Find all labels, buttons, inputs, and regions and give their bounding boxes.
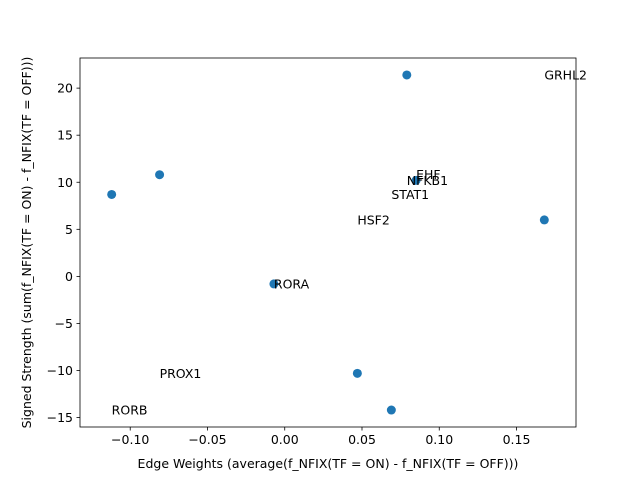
data-point-6	[411, 175, 421, 185]
point-annotation: RORA	[274, 276, 310, 291]
point-annotation: STAT1	[391, 187, 429, 202]
data-point-5	[402, 70, 412, 80]
x-axis-ticks: −0.10 −0.05 0.00 0.05 0.10 0.15	[111, 427, 530, 447]
point-annotation: GRHL2	[544, 67, 587, 82]
y-tick-label: −15	[47, 410, 73, 425]
data-point-0	[107, 189, 117, 199]
y-tick-label: −5	[55, 316, 73, 331]
point-annotation: RORB	[112, 403, 148, 418]
point-annotation: HSF2	[357, 212, 389, 227]
x-tick-label: 0.00	[271, 432, 299, 447]
data-point-4	[386, 405, 396, 415]
point-annotation: NFKB1	[407, 173, 448, 188]
data-point-3	[352, 368, 362, 378]
y-tick-label: −10	[47, 363, 73, 378]
data-point-1	[155, 170, 165, 180]
y-tick-label: 20	[57, 81, 73, 96]
y-tick-label: 5	[65, 222, 73, 237]
point-annotation: EHF	[416, 167, 441, 182]
plot-frame	[79, 57, 577, 428]
y-tick-label: 0	[65, 269, 73, 284]
data-point-7	[539, 215, 549, 225]
x-tick-label: −0.10	[111, 432, 149, 447]
y-tick-label: 15	[57, 128, 73, 143]
x-tick-label: 0.10	[425, 432, 453, 447]
plot-area	[80, 58, 576, 427]
x-tick-label: −0.05	[188, 432, 226, 447]
point-annotation: PROX1	[160, 366, 202, 381]
x-tick-label: 0.05	[348, 432, 376, 447]
data-point-2	[269, 279, 279, 289]
y-axis-ticks: −15 −10 −5 0 5 10 15 20	[47, 81, 80, 425]
x-tick-label: 0.15	[503, 432, 531, 447]
x-axis-label: Edge Weights (average(f_NFIX(TF = ON) - …	[138, 456, 519, 471]
y-axis-label: Signed Strength (sum(f_NFIX(TF = ON) - f…	[19, 57, 34, 429]
points-layer	[107, 70, 549, 415]
y-tick-label: 10	[57, 175, 73, 190]
